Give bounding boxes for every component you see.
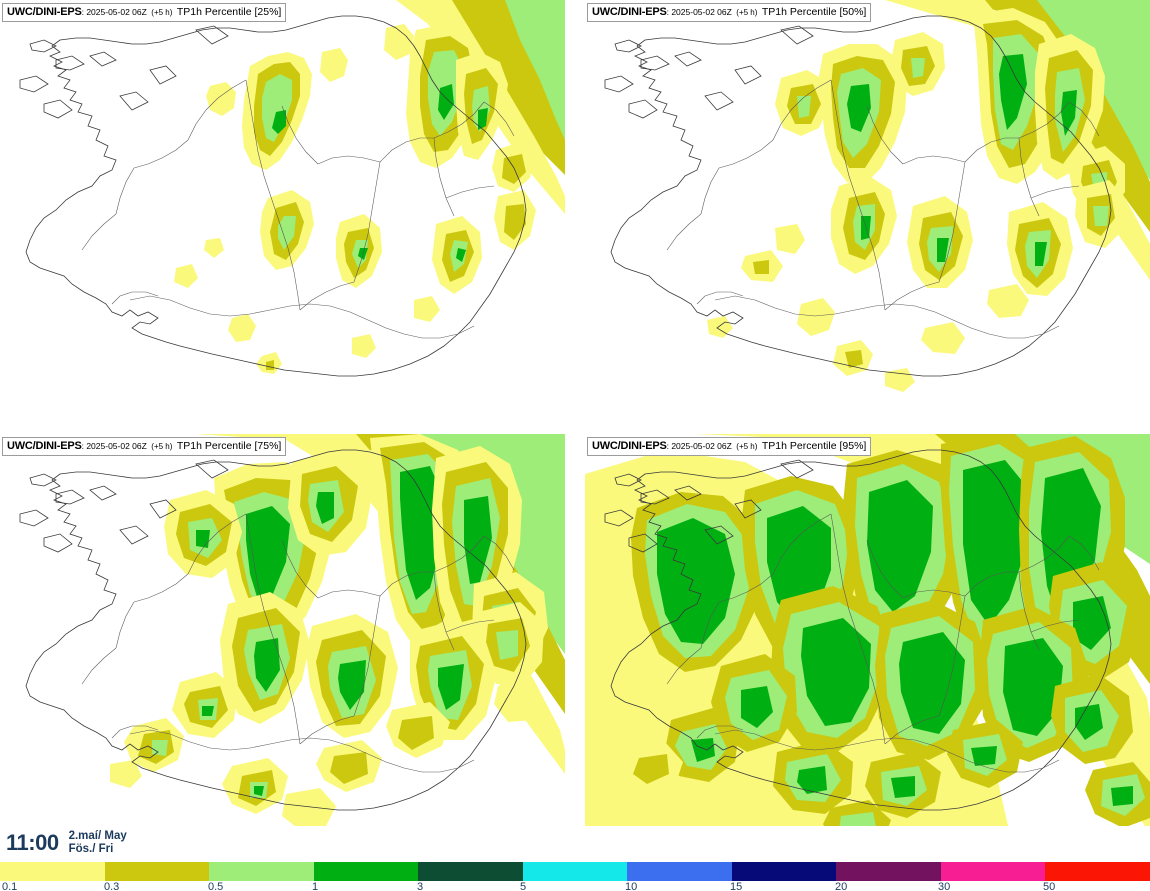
panel-variable: TP1h Percentile [75%] [176, 440, 282, 452]
panel-title-50: UWC/DINI-EPS: 2025-05-02 06Z (+5 h) TP1h… [587, 3, 872, 22]
colorbar-swatch-0.3 [104, 862, 210, 881]
colorbar-tick-1: 1 [312, 881, 319, 891]
colorbar-tick-0.3: 0.3 [104, 881, 120, 891]
forecast-panel-25[interactable]: UWC/DINI-EPS: 2025-05-02 06Z (+5 h) TP1h… [0, 0, 565, 425]
panel-title-75: UWC/DINI-EPS: 2025-05-02 06Z (+5 h) TP1h… [2, 437, 287, 456]
colorbar-swatch-0.1 [0, 862, 105, 881]
colorbar-tick-15: 15 [730, 881, 743, 891]
panel-variable: TP1h Percentile [95%] [761, 440, 867, 452]
colorbar-swatch-5 [522, 862, 628, 881]
precip-map-75 [0, 434, 565, 859]
valid-date-line1: 2.maí/ May [68, 830, 127, 842]
colorbar-swatch-15 [731, 862, 837, 881]
colorbar-tick-5: 5 [520, 881, 527, 891]
precip-map-95 [585, 434, 1150, 859]
legend-bar: 11:00 2.maí/ May Fös./ Fri 0.1 0.3 0.5 1 3 5 1… [0, 826, 1150, 891]
panel-lead-time: (+5 h) [736, 8, 758, 17]
precip-map-50 [585, 0, 1150, 425]
panel-model-name: UWC/DINI-EPS [592, 440, 667, 452]
valid-date: 2.maí/ May Fös./ Fri [59, 830, 127, 856]
valid-time: 11:00 [6, 830, 59, 855]
panel-run-time: : 2025-05-02 06Z [81, 441, 147, 451]
colorbar-tick-30: 30 [938, 881, 951, 891]
forecast-panel-75[interactable]: UWC/DINI-EPS: 2025-05-02 06Z (+5 h) TP1h… [0, 434, 565, 859]
panel-title-95: UWC/DINI-EPS: 2025-05-02 06Z (+5 h) TP1h… [587, 437, 872, 456]
precip-map-25 [0, 0, 565, 425]
valid-time-box: 11:00 2.maí/ May Fös./ Fri [0, 826, 178, 860]
panel-run-time: : 2025-05-02 06Z [81, 7, 147, 17]
colorbar-tick-10: 10 [625, 881, 638, 891]
colorbar-swatch-20 [836, 862, 941, 881]
panel-variable: TP1h Percentile [25%] [176, 6, 282, 18]
colorbar-swatch-30 [940, 862, 1046, 881]
colorbar-tick-0.1: 0.1 [2, 881, 18, 891]
panel-title-25: UWC/DINI-EPS: 2025-05-02 06Z (+5 h) TP1h… [2, 3, 287, 22]
panel-run-time: : 2025-05-02 06Z [666, 7, 732, 17]
colorbar-tick-labels: 0.1 0.3 0.5 1 3 5 10 15 20 30 50 [0, 881, 1150, 891]
panel-lead-time: (+5 h) [151, 442, 173, 451]
colorbar-swatch-50 [1045, 862, 1150, 881]
precipitation-colorbar[interactable] [0, 862, 1150, 881]
panel-lead-time: (+5 h) [736, 442, 758, 451]
colorbar-swatch-10 [627, 862, 732, 881]
panel-lead-time: (+5 h) [151, 8, 173, 17]
forecast-panel-50[interactable]: UWC/DINI-EPS: 2025-05-02 06Z (+5 h) TP1h… [585, 0, 1150, 425]
panel-run-time: : 2025-05-02 06Z [666, 441, 732, 451]
colorbar-swatch-0.5 [209, 862, 314, 881]
panel-variable: TP1h Percentile [50%] [761, 6, 867, 18]
panel-model-name: UWC/DINI-EPS [7, 440, 82, 452]
colorbar-tick-0.5: 0.5 [208, 881, 224, 891]
colorbar-tick-50: 50 [1043, 881, 1056, 891]
colorbar-tick-20: 20 [835, 881, 848, 891]
colorbar-swatch-1 [313, 862, 419, 881]
forecast-panel-95[interactable]: UWC/DINI-EPS: 2025-05-02 06Z (+5 h) TP1h… [585, 434, 1150, 859]
valid-date-line2: Fös./ Fri [68, 843, 114, 855]
colorbar-swatch-3 [418, 862, 523, 881]
colorbar-tick-3: 3 [417, 881, 424, 891]
panel-model-name: UWC/DINI-EPS [592, 6, 667, 18]
panel-model-name: UWC/DINI-EPS [7, 6, 82, 18]
